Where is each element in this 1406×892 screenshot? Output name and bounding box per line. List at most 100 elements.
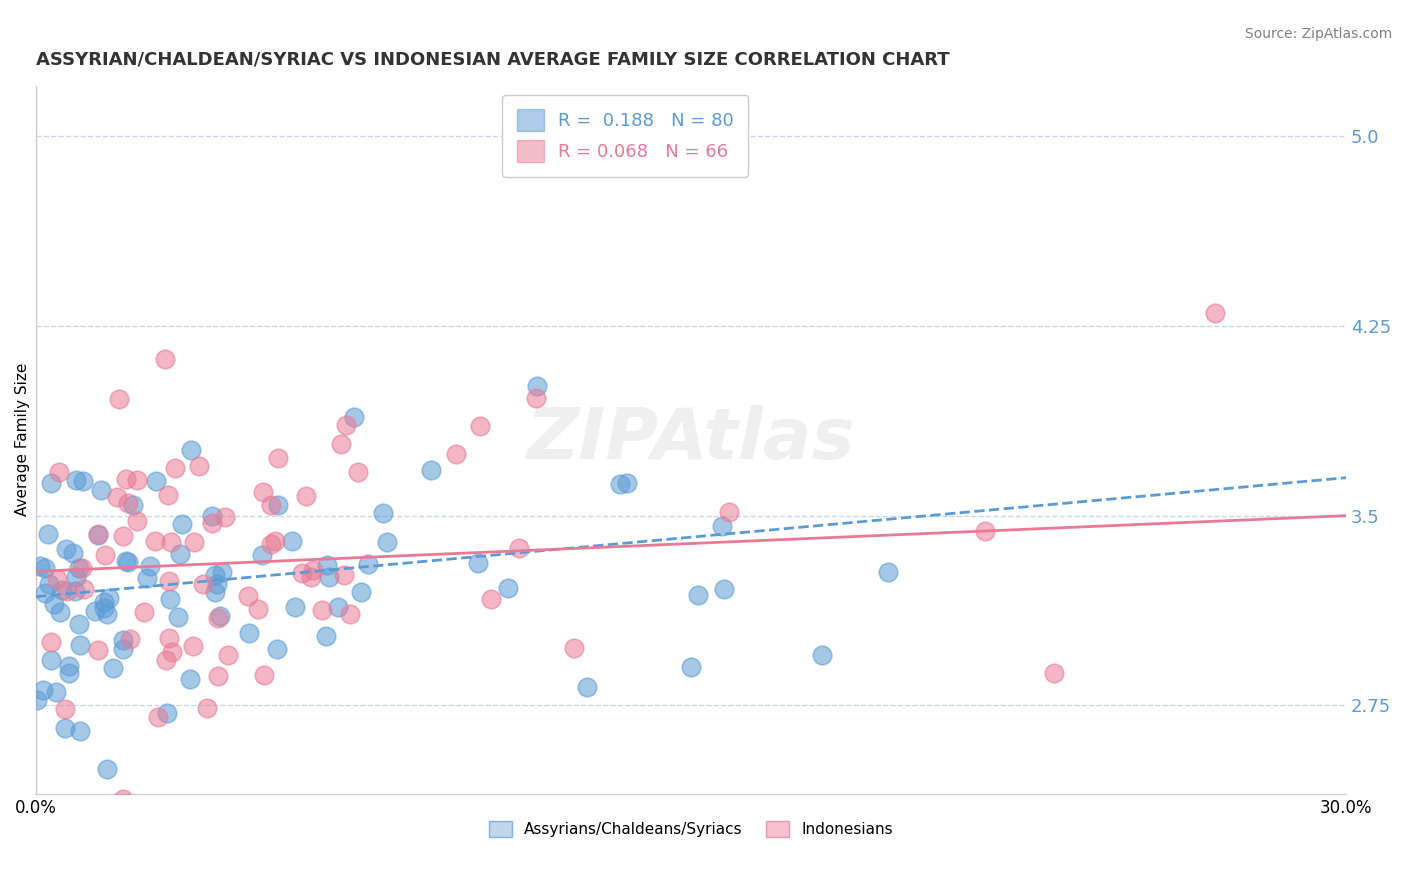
- Point: [169, 547, 191, 561]
- Point: [55, 541, 77, 556]
- Point: [562, 641, 585, 656]
- Point: [45, 573, 67, 587]
- Point: [51, 582, 73, 597]
- Point: [39, 475, 62, 490]
- Point: [267, 498, 290, 512]
- Point: [98, 591, 121, 605]
- Point: [1204, 306, 1226, 320]
- Point: [87, 528, 110, 542]
- Point: [183, 639, 205, 653]
- Point: [204, 568, 226, 582]
- Point: [159, 591, 181, 606]
- Point: [156, 706, 179, 720]
- Point: [94, 548, 117, 562]
- Point: [93, 595, 115, 609]
- Point: [252, 485, 274, 500]
- Point: [145, 534, 167, 549]
- Point: [112, 792, 135, 806]
- Point: [87, 527, 110, 541]
- Point: [266, 450, 288, 465]
- Point: [87, 642, 110, 657]
- Point: [48, 465, 70, 479]
- Point: [717, 505, 740, 519]
- Point: [302, 563, 325, 577]
- Point: [90, 483, 112, 497]
- Point: [330, 437, 353, 451]
- Point: [207, 611, 229, 625]
- Point: [69, 638, 91, 652]
- Point: [145, 474, 167, 488]
- Point: [93, 600, 115, 615]
- Point: [446, 447, 468, 461]
- Point: [246, 602, 269, 616]
- Point: [236, 589, 259, 603]
- Point: [311, 603, 333, 617]
- Point: [688, 588, 710, 602]
- Point: [112, 799, 135, 814]
- Text: ZIPAtlas: ZIPAtlas: [527, 405, 855, 475]
- Point: [67, 560, 90, 574]
- Point: [163, 460, 186, 475]
- Point: [69, 616, 91, 631]
- Point: [160, 535, 183, 549]
- Point: [37, 527, 59, 541]
- Legend: Assyrians/Chaldeans/Syriacs, Indonesians: Assyrians/Chaldeans/Syriacs, Indonesians: [484, 815, 898, 843]
- Text: Source: ZipAtlas.com: Source: ZipAtlas.com: [1244, 27, 1392, 41]
- Point: [679, 660, 702, 674]
- Point: [69, 723, 91, 738]
- Point: [524, 391, 547, 405]
- Point: [811, 648, 834, 662]
- Point: [252, 549, 274, 563]
- Point: [65, 570, 87, 584]
- Point: [172, 517, 194, 532]
- Point: [25, 692, 48, 706]
- Point: [253, 668, 276, 682]
- Point: [105, 490, 128, 504]
- Point: [73, 582, 96, 596]
- Point: [112, 633, 135, 648]
- Point: [34, 586, 56, 600]
- Point: [371, 506, 394, 520]
- Point: [125, 473, 148, 487]
- Point: [96, 762, 118, 776]
- Point: [157, 574, 180, 589]
- Point: [45, 685, 67, 699]
- Point: [118, 632, 141, 647]
- Point: [508, 541, 530, 556]
- Point: [201, 516, 224, 530]
- Point: [214, 509, 236, 524]
- Point: [180, 442, 202, 457]
- Y-axis label: Average Family Size: Average Family Size: [15, 363, 31, 516]
- Point: [146, 710, 169, 724]
- Point: [291, 566, 314, 581]
- Point: [34, 561, 56, 575]
- Point: [121, 499, 143, 513]
- Point: [56, 584, 79, 599]
- Point: [55, 721, 77, 735]
- Point: [179, 672, 201, 686]
- Point: [55, 701, 77, 715]
- Point: [616, 475, 638, 490]
- Point: [157, 631, 180, 645]
- Point: [335, 418, 357, 433]
- Point: [108, 392, 131, 407]
- Point: [339, 607, 361, 621]
- Point: [166, 609, 188, 624]
- Point: [139, 558, 162, 573]
- Point: [315, 558, 337, 572]
- Point: [357, 557, 380, 571]
- Point: [72, 561, 94, 575]
- Point: [153, 352, 176, 367]
- Point: [260, 498, 283, 512]
- Point: [299, 570, 322, 584]
- Point: [264, 533, 287, 548]
- Point: [83, 605, 105, 619]
- Point: [58, 659, 80, 673]
- Point: [96, 607, 118, 621]
- Point: [467, 556, 489, 570]
- Point: [526, 378, 548, 392]
- Point: [44, 597, 66, 611]
- Point: [294, 489, 316, 503]
- Point: [39, 652, 62, 666]
- Point: [155, 653, 177, 667]
